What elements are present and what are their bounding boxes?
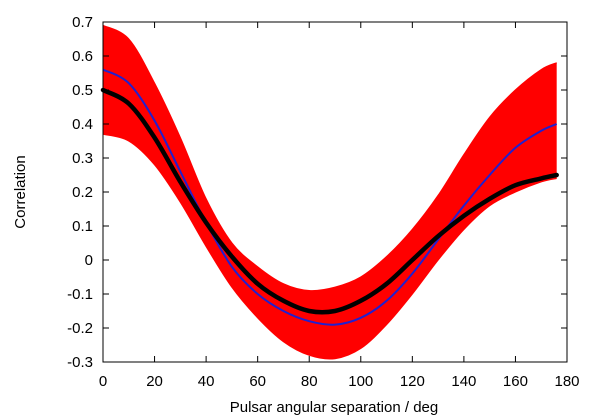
y-tick-label: -0.3	[67, 354, 93, 371]
x-tick-label: 120	[400, 373, 425, 390]
y-tick-label: 0.2	[72, 184, 93, 201]
y-tick-label: 0.3	[72, 150, 93, 167]
axes	[102, 21, 568, 363]
x-tick-label: 140	[451, 373, 476, 390]
y-axis-title: Correlation	[12, 155, 29, 228]
band-upper-edge	[102, 24, 557, 292]
blue-curve	[102, 68, 558, 326]
x-tick-label: 100	[348, 373, 373, 390]
x-tick-label: 20	[146, 373, 163, 390]
band-lower-edge	[102, 133, 557, 360]
x-tick-label: 40	[198, 373, 215, 390]
x-tick-label: 160	[503, 373, 528, 390]
y-tick-label: 0	[85, 252, 93, 269]
black-curve	[100, 87, 559, 315]
y-tick-label: -0.2	[67, 320, 93, 337]
y-tick-label: 0.7	[72, 14, 93, 31]
x-tick-label: 60	[249, 373, 266, 390]
realizations-band	[103, 25, 557, 359]
y-tick-label: -0.1	[67, 286, 93, 303]
y-tick-label: 0.6	[72, 48, 93, 65]
y-tick-label: 0.1	[72, 218, 93, 235]
y-tick-label: 0.4	[72, 116, 93, 133]
x-axis-title: Pulsar angular separation / deg	[230, 399, 438, 416]
x-tick-label: 80	[301, 373, 318, 390]
tick-labels: 0 20 40 60 80 100 120 140 160 180 -0.3 -0.2 -0.1 0 0.1…	[67, 14, 579, 390]
plot-area	[100, 24, 559, 360]
y-tick-label: 0.5	[72, 82, 93, 99]
x-tick-label: 0	[99, 373, 107, 390]
x-tick-label: 180	[554, 373, 579, 390]
